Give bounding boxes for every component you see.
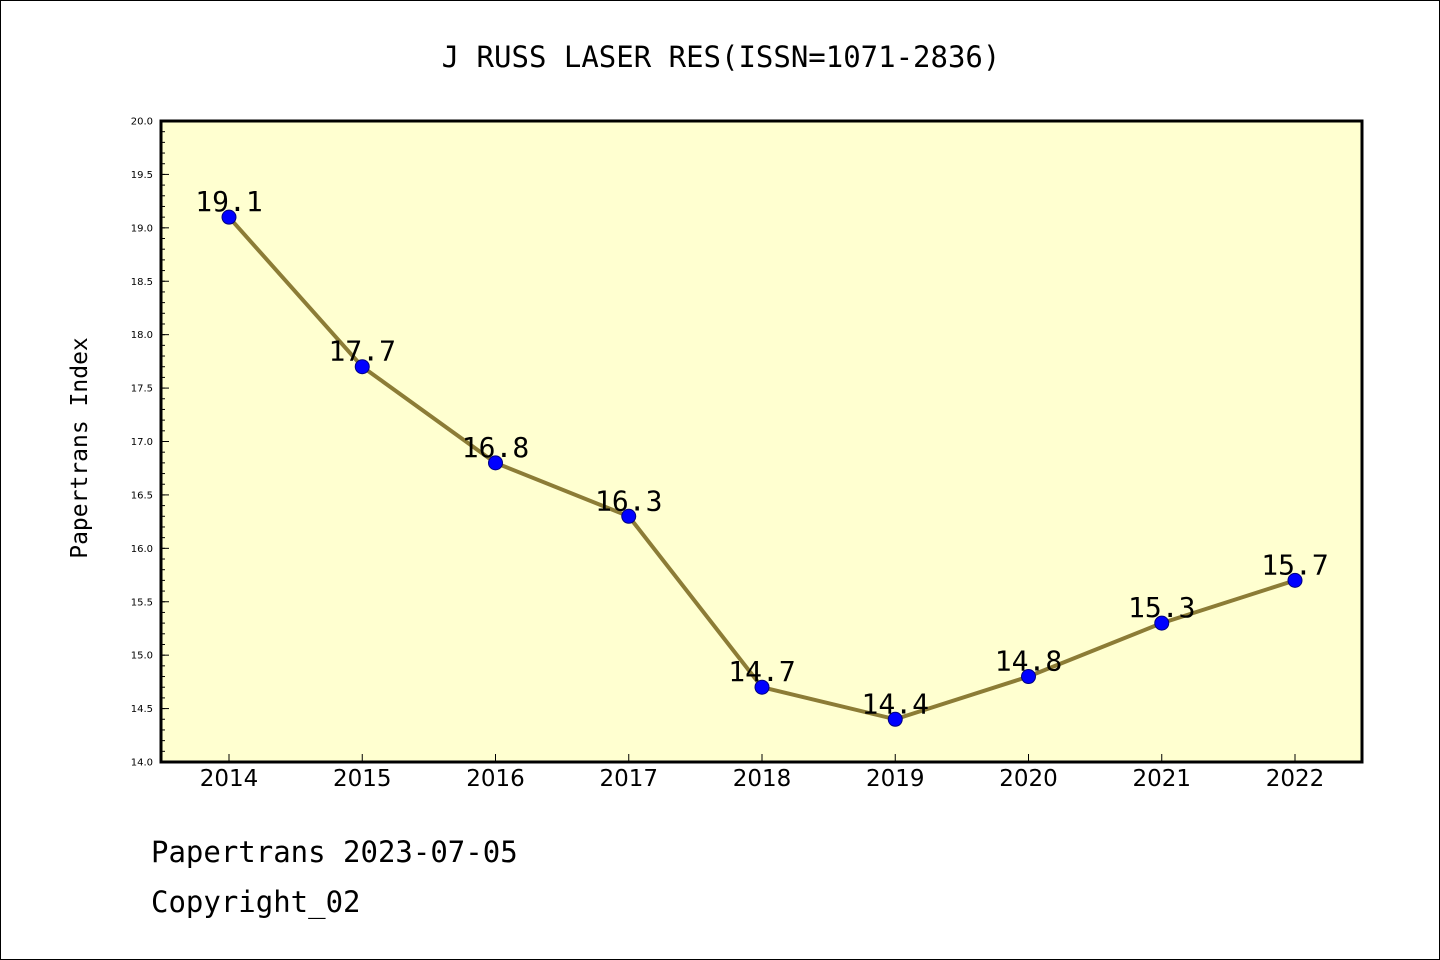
data-labels: 19.1 17.7 16.8 16.3 14.7 14.4 14.8 15.3 15.7: [195, 185, 1328, 720]
x-tick-label: 2019: [866, 766, 925, 792]
plot-border: [159, 119, 1364, 764]
y-axis-label: Papertrans Index: [67, 337, 93, 559]
x-tick-label: 2017: [599, 766, 658, 792]
y-tick-label: 18.5: [131, 277, 153, 288]
y-tick-label: 15.0: [131, 651, 153, 662]
x-tick-label: 2016: [466, 766, 525, 792]
y-tick-label: 17.5: [131, 384, 153, 395]
data-point: [221, 209, 237, 225]
data-point: [887, 711, 903, 727]
y-tick-label: 19.0: [131, 223, 153, 234]
chart-title: J RUSS LASER RES(ISSN=1071-2836): [442, 40, 1001, 74]
x-tick-label: 2022: [1266, 766, 1325, 792]
x-tick-label: 2020: [999, 766, 1058, 792]
x-tick-label: 2014: [200, 766, 259, 792]
footer-date-line: Papertrans 2023-07-05: [151, 835, 518, 869]
data-label: 14.4: [862, 687, 929, 720]
y-tick-label: 15.5: [131, 597, 153, 608]
footer-copyright: Copyright_02: [151, 885, 361, 919]
data-point: [1287, 572, 1303, 588]
data-point: [754, 679, 770, 695]
data-markers: [221, 209, 1303, 727]
data-point: [354, 359, 370, 375]
x-axis-ticks: 2014 2015 2016 2017 2018 2019 2020 2021 2022: [200, 754, 1325, 792]
data-label: 14.7: [728, 655, 795, 688]
y-tick-label: 16.5: [131, 490, 153, 501]
data-point: [1021, 669, 1036, 685]
x-tick-label: 2018: [733, 766, 792, 792]
data-label: 16.8: [462, 431, 529, 464]
y-tick-label: 14.5: [131, 704, 153, 715]
data-label: 15.7: [1261, 548, 1328, 581]
y-axis-ticks: 14.0 14.5 15.0 15.5 16.0 16.5 17.0 17.5 18.0 18.5…: [131, 117, 169, 769]
y-tick-label: 18.0: [131, 330, 153, 341]
data-point: [621, 508, 637, 524]
y-tick-label: 16.0: [131, 544, 153, 555]
x-tick-label: 2021: [1132, 766, 1191, 792]
data-label: 15.3: [1128, 591, 1195, 624]
data-label: 16.3: [595, 484, 662, 517]
data-label: 14.8: [995, 645, 1062, 678]
y-tick-label: 19.5: [131, 170, 153, 181]
data-label: 19.1: [195, 185, 262, 218]
data-point: [1154, 615, 1170, 631]
x-tick-label: 2015: [333, 766, 392, 792]
y-tick-label: 17.0: [131, 437, 153, 448]
data-point: [488, 455, 503, 471]
y-tick-label: 20.0: [131, 117, 153, 128]
y-tick-label: 14.0: [131, 758, 153, 769]
plot-area: [161, 121, 1362, 762]
data-label: 17.7: [329, 335, 396, 368]
